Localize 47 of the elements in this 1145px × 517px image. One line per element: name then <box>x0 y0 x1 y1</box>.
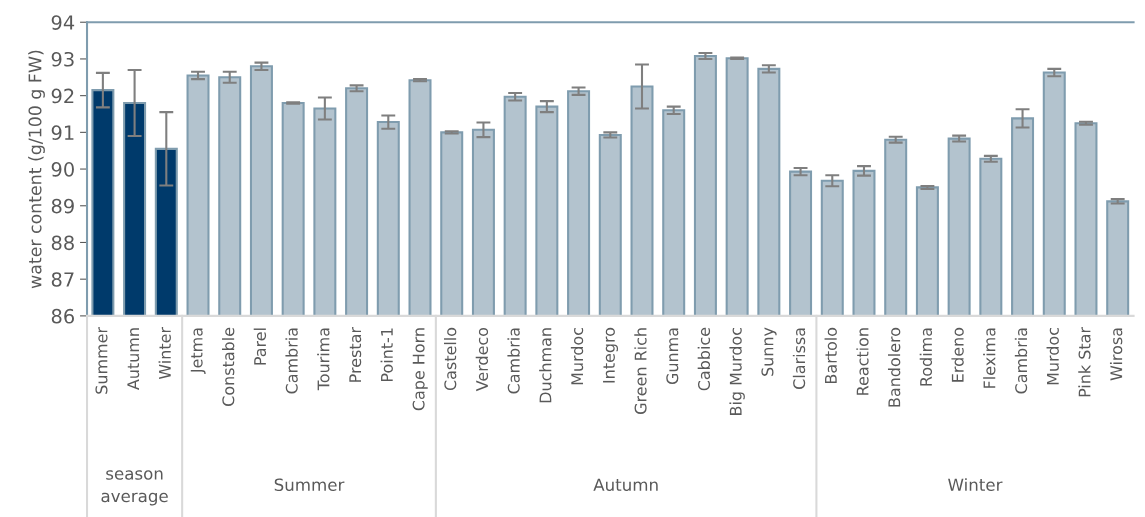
x-tick-label: Rodima <box>919 328 933 386</box>
x-tick-label: Verdeco <box>475 327 489 392</box>
x-tick-label: Cambria <box>285 328 298 394</box>
x-tick-label: Cape Horn <box>412 328 428 411</box>
x-tick-label: Bartolo <box>824 327 837 383</box>
text: Winter <box>948 478 1003 492</box>
y-tick-label: 93 <box>51 51 74 67</box>
y-tick-label: 88 <box>51 235 74 251</box>
x-tick-label: Tourima <box>317 328 330 391</box>
x-tick-label: Point-1 <box>380 328 393 381</box>
x-tick-label: Erdeno <box>951 327 964 382</box>
x-tick-label: Summer <box>95 327 108 394</box>
text: Autumn <box>593 478 658 492</box>
text: Summer <box>274 478 345 492</box>
x-tick-label: Autumn <box>127 328 140 390</box>
y-tick-label: 86 <box>51 308 74 324</box>
y-tick-label: 94 <box>51 15 75 30</box>
y-axis-title: water content (g/100 g FW) <box>28 50 45 289</box>
x-tick-label: Pink Star <box>1078 327 1091 397</box>
x-tick-label: Integro <box>603 327 619 383</box>
x-tick-label: Murdoc <box>1046 327 1059 385</box>
y-tick-label: 87 <box>51 272 74 287</box>
x-tick-label: Cambria <box>507 328 520 394</box>
x-tick-label: Winter <box>158 327 171 380</box>
x-tick-label: Wirosa <box>1109 328 1123 381</box>
x-tick-label: Clarissa <box>792 328 806 389</box>
text: season average <box>101 470 168 506</box>
y-tick-label: 91 <box>51 125 74 141</box>
x-tick-label: Parel <box>253 328 267 365</box>
x-tick-label: Duchman <box>539 328 552 403</box>
x-tick-label: Prestar <box>349 327 362 382</box>
y-tick-label: 89 <box>51 198 74 214</box>
x-tick-label: Green Rich <box>634 328 647 414</box>
x-tick-label: Flexima <box>983 328 996 388</box>
x-tick-label: Jetma <box>190 328 206 374</box>
x-tick-label: Gunma <box>666 328 679 385</box>
x-tick-label: Cabbice <box>697 327 711 391</box>
y-tick-label: 90 <box>51 162 74 177</box>
x-tick-label: Reaction <box>856 328 869 395</box>
x-tick-label: Bandolero <box>887 327 901 407</box>
x-tick-label: Big Murdoc <box>729 327 745 415</box>
x-tick-label: Sunny <box>761 327 777 376</box>
x-tick-label: Murdoc <box>570 327 584 385</box>
x-tick-label: Constable <box>222 327 235 406</box>
y-tick-label: 92 <box>51 88 74 104</box>
x-tick-label: Castello <box>443 327 457 391</box>
x-tick-label: Cambria <box>1014 328 1028 394</box>
